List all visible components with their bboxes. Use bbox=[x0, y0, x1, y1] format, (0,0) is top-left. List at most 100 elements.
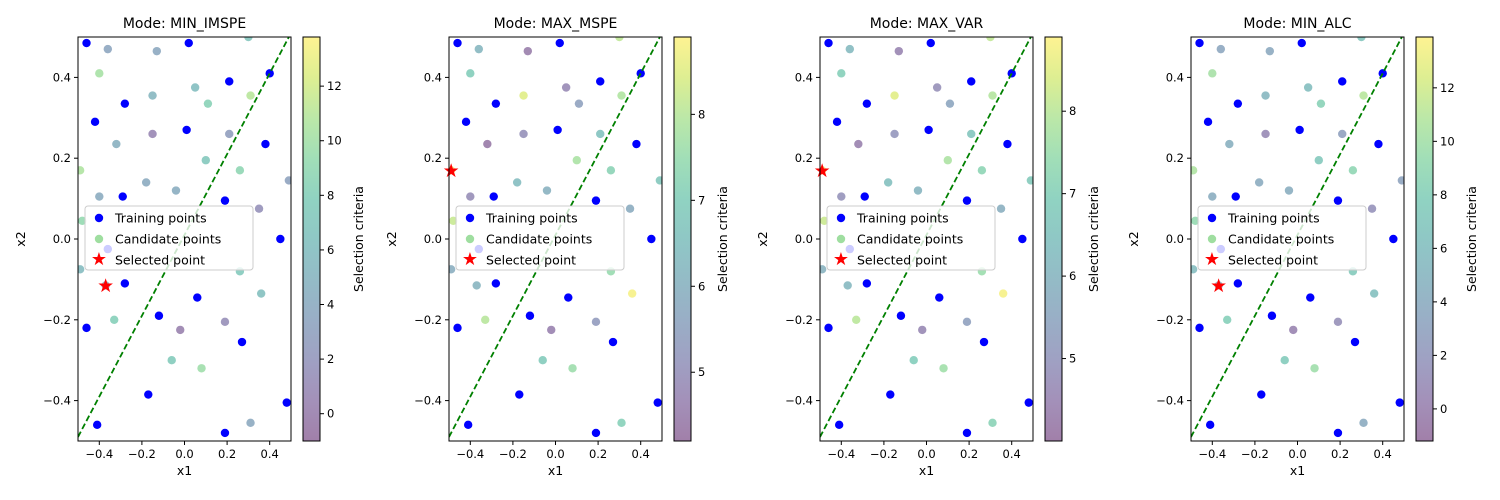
candidate-point bbox=[1265, 46, 1275, 56]
colorbar-tick-label: 6 bbox=[1440, 241, 1447, 255]
x-tick-label: 0.4 bbox=[1374, 447, 1392, 461]
legend-selected-label: Selected point bbox=[115, 253, 205, 268]
candidate-point bbox=[203, 99, 213, 108]
candidate-point bbox=[596, 129, 605, 139]
candidate-point bbox=[568, 364, 577, 373]
training-point bbox=[962, 196, 972, 205]
legend-training-marker bbox=[1207, 213, 1217, 223]
colorbar-tick-label: 8 bbox=[1440, 188, 1447, 202]
candidate-point bbox=[235, 166, 245, 175]
x-tick-label: −0.2 bbox=[128, 447, 156, 461]
training-point bbox=[962, 428, 972, 438]
y-tick-label: 0.0 bbox=[53, 232, 71, 246]
training-point bbox=[90, 117, 100, 127]
training-point bbox=[886, 390, 895, 399]
x-tick-label: 0.4 bbox=[261, 447, 279, 461]
legend-training-label: Training points bbox=[114, 211, 207, 226]
x-tick-label: 0.4 bbox=[632, 447, 650, 461]
training-point bbox=[596, 77, 605, 86]
colorbar-tick-label: 10 bbox=[1440, 134, 1455, 148]
colorbar-tick-label: 8 bbox=[1069, 104, 1076, 118]
training-point bbox=[553, 125, 562, 135]
training-point bbox=[193, 293, 202, 302]
candidate-point bbox=[176, 325, 185, 335]
colorbar: 0 2 4 6 8 10 12 Selection criteria bbox=[1415, 36, 1479, 442]
training-point bbox=[461, 117, 471, 127]
y-tick-label: 0.2 bbox=[53, 151, 71, 165]
candidate-point bbox=[1357, 37, 1366, 42]
x-tick-label: 0.2 bbox=[1331, 447, 1349, 461]
candidate-point bbox=[890, 91, 899, 100]
training-point bbox=[1389, 234, 1398, 244]
candidate-point bbox=[854, 139, 863, 149]
y-tick-label: 0.0 bbox=[1166, 232, 1184, 246]
training-point bbox=[1233, 279, 1243, 288]
training-point bbox=[608, 337, 618, 347]
training-point bbox=[636, 69, 645, 78]
training-point bbox=[834, 420, 844, 430]
candidate-point bbox=[967, 129, 976, 139]
candidate-point bbox=[95, 69, 104, 78]
subplot-3: Mode: MAX_VAR Training points Candidate po… bbox=[755, 16, 1101, 478]
candidate-point bbox=[1310, 364, 1319, 373]
training-point bbox=[225, 77, 234, 86]
candidate-point bbox=[837, 192, 846, 201]
colorbar-frame bbox=[302, 36, 321, 442]
colorbar-tick-label: 7 bbox=[698, 193, 705, 207]
colorbar: 5 6 7 8 Selection criteria bbox=[1044, 36, 1101, 442]
training-point bbox=[265, 69, 274, 78]
y-axis-label: x2 bbox=[755, 231, 770, 246]
training-point bbox=[1257, 390, 1266, 399]
legend-candidate-marker bbox=[836, 234, 846, 244]
candidate-point bbox=[1225, 139, 1234, 149]
x-axis-label: x1 bbox=[919, 463, 934, 478]
subplot-4: Mode: MIN_ALC Training points Candidate po… bbox=[1126, 16, 1479, 478]
candidate-point bbox=[246, 418, 255, 428]
training-point bbox=[491, 99, 501, 108]
training-point bbox=[491, 279, 501, 288]
candidate-point bbox=[225, 129, 234, 139]
legend-candidate-marker bbox=[465, 234, 475, 244]
legend-training-label: Training points bbox=[856, 211, 949, 226]
colorbar: 0 2 4 6 8 10 12 Selection criteria bbox=[302, 36, 366, 442]
candidate-point bbox=[1191, 216, 1200, 226]
colorbar-frame bbox=[1044, 36, 1063, 442]
training-point bbox=[237, 337, 247, 347]
training-point bbox=[860, 192, 869, 201]
candidate-point bbox=[112, 139, 121, 149]
y-tick-label: −0.2 bbox=[785, 313, 813, 327]
candidate-point bbox=[837, 69, 846, 78]
training-point bbox=[1350, 337, 1360, 347]
training-point bbox=[647, 234, 656, 244]
candidate-point bbox=[894, 46, 904, 56]
candidate-point bbox=[1223, 315, 1232, 324]
candidate-point bbox=[615, 37, 624, 42]
legend-candidate-label: Candidate points bbox=[1228, 232, 1334, 247]
y-axis-label: x2 bbox=[384, 231, 399, 246]
training-point bbox=[1378, 69, 1387, 78]
y-tick-label: −0.2 bbox=[43, 313, 71, 327]
subplot-2: Mode: MAX_MSPE Training points Candidate p… bbox=[384, 16, 730, 478]
y-tick-label: 0.0 bbox=[424, 232, 442, 246]
training-point bbox=[154, 311, 164, 320]
x-tick-label: 0.0 bbox=[546, 447, 564, 461]
candidate-point bbox=[617, 91, 626, 100]
legend-selected-marker: ★ bbox=[91, 249, 107, 270]
colorbar-label: Selection criteria bbox=[1086, 186, 1101, 292]
colorbar-gradient bbox=[303, 37, 320, 441]
training-point bbox=[220, 428, 230, 438]
training-point bbox=[1195, 38, 1204, 48]
training-point bbox=[453, 38, 462, 48]
colorbar-tick-label: 6 bbox=[698, 279, 705, 293]
y-tick-label: −0.4 bbox=[43, 394, 71, 408]
candidate-point bbox=[1338, 129, 1347, 139]
candidate-point bbox=[523, 46, 533, 56]
plot-area bbox=[78, 37, 291, 438]
candidate-point bbox=[1397, 176, 1404, 185]
candidate-point bbox=[1261, 91, 1270, 100]
candidate-point bbox=[466, 69, 475, 78]
x-tick-label: −0.4 bbox=[85, 447, 113, 461]
y-axis-label: x2 bbox=[1126, 231, 1141, 246]
candidate-point bbox=[110, 315, 119, 324]
